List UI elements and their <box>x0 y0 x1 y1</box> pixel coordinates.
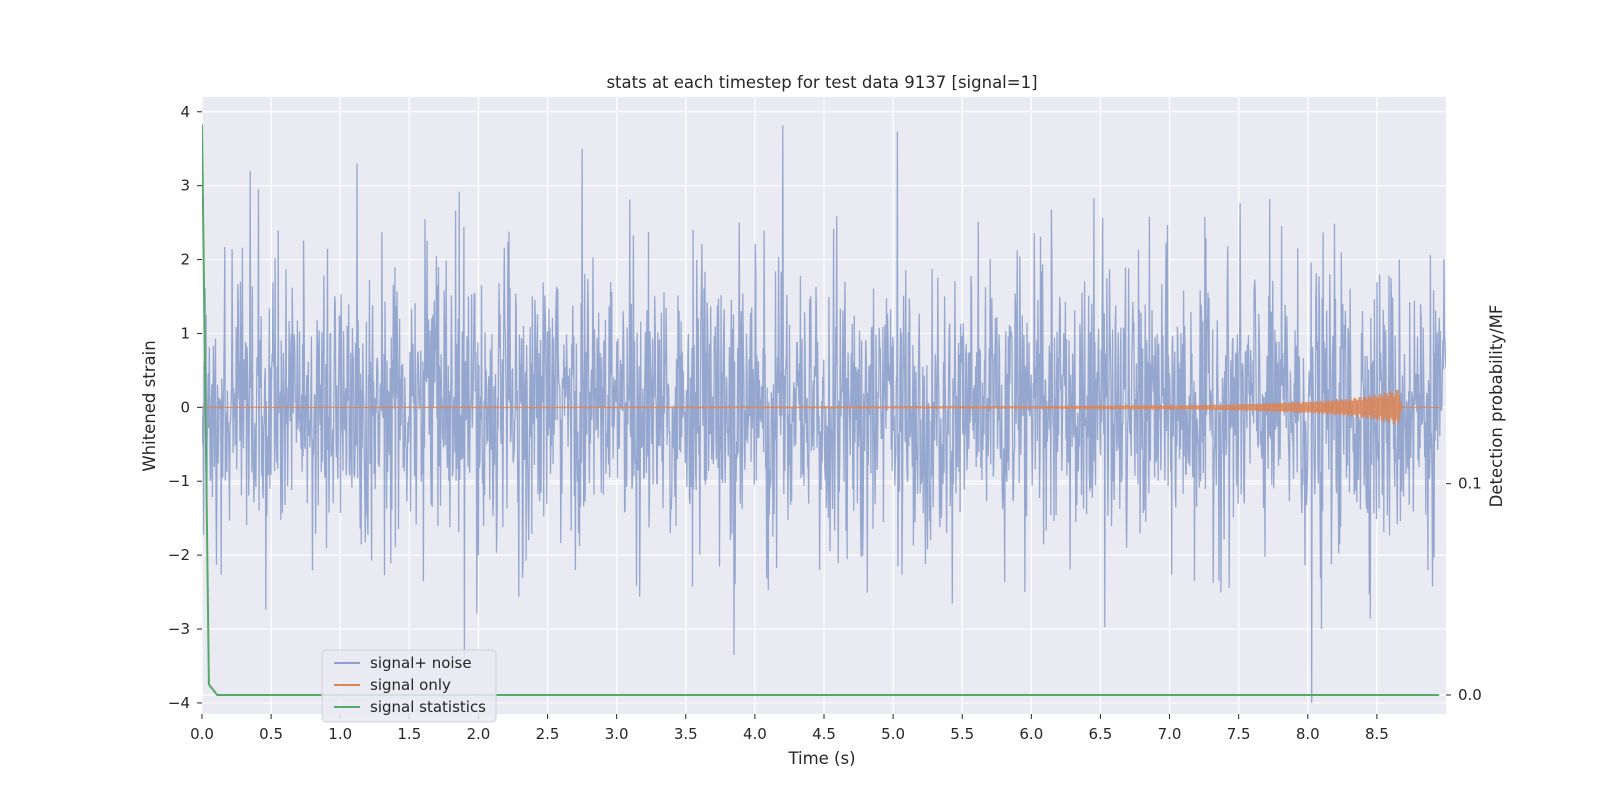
y-tick-label: 0 <box>180 398 190 416</box>
x-tick-label: 3.5 <box>674 725 698 743</box>
y-tick-label: 3 <box>180 177 190 195</box>
legend-box <box>321 649 497 723</box>
x-tick-label: 4.0 <box>743 725 767 743</box>
x-tick-label: 1.0 <box>328 725 352 743</box>
y2-tick-label: 0.1 <box>1458 475 1482 493</box>
x-tick-label: 6.0 <box>1019 725 1043 743</box>
x-tick-label: 8.0 <box>1296 725 1320 743</box>
x-tick-label: 2.0 <box>467 725 491 743</box>
axis-ticks: 0.0 0.5 1.0 1.5 2.0 2.5 3.0 3.5 4.0 4.5 5.0 5.5 6.0 6… <box>168 103 1482 743</box>
legend-label-signal-stats: signal statistics <box>370 698 486 716</box>
x-tick-label: 2.5 <box>536 725 560 743</box>
chart-title: stats at each timestep for test data 913… <box>606 73 1037 92</box>
series-signal-statistics <box>202 124 1440 696</box>
y-tick-label: −4 <box>168 694 190 712</box>
x-tick-label: 3.0 <box>605 725 629 743</box>
y-axis-label: Whitened strain <box>140 340 159 471</box>
x-tick-label: 0.5 <box>259 725 283 743</box>
series-signal-only <box>202 389 1440 425</box>
y2-tick-label: 0.0 <box>1458 686 1482 704</box>
y-tick-label: −1 <box>168 472 190 490</box>
y-tick-label: −3 <box>168 620 190 638</box>
x-tick-label: 6.5 <box>1089 725 1113 743</box>
legend: signal+ noise signal only signal statist… <box>321 649 497 723</box>
x-tick-label: 0.0 <box>190 725 214 743</box>
x-tick-label: 1.5 <box>397 725 421 743</box>
y-tick-label: 4 <box>180 103 190 121</box>
legend-label-signal-noise: signal+ noise <box>370 654 472 672</box>
signal-only-line <box>202 389 1440 425</box>
x-tick-label: 5.0 <box>881 725 905 743</box>
x-tick-label: 7.5 <box>1227 725 1251 743</box>
signal-statistics-line <box>202 124 1440 696</box>
x-tick-label: 8.5 <box>1365 725 1389 743</box>
x-tick-label: 5.5 <box>950 725 974 743</box>
x-axis-label: Time (s) <box>787 749 855 768</box>
y-tick-label: 2 <box>180 251 190 269</box>
y-tick-label: −2 <box>168 546 190 564</box>
y-tick-label: 1 <box>180 324 190 342</box>
legend-label-signal-only: signal only <box>370 676 451 694</box>
x-tick-label: 7.0 <box>1158 725 1182 743</box>
x-tick-label: 4.5 <box>812 725 836 743</box>
y2-axis-label: Detection probability/MF <box>1487 305 1506 508</box>
